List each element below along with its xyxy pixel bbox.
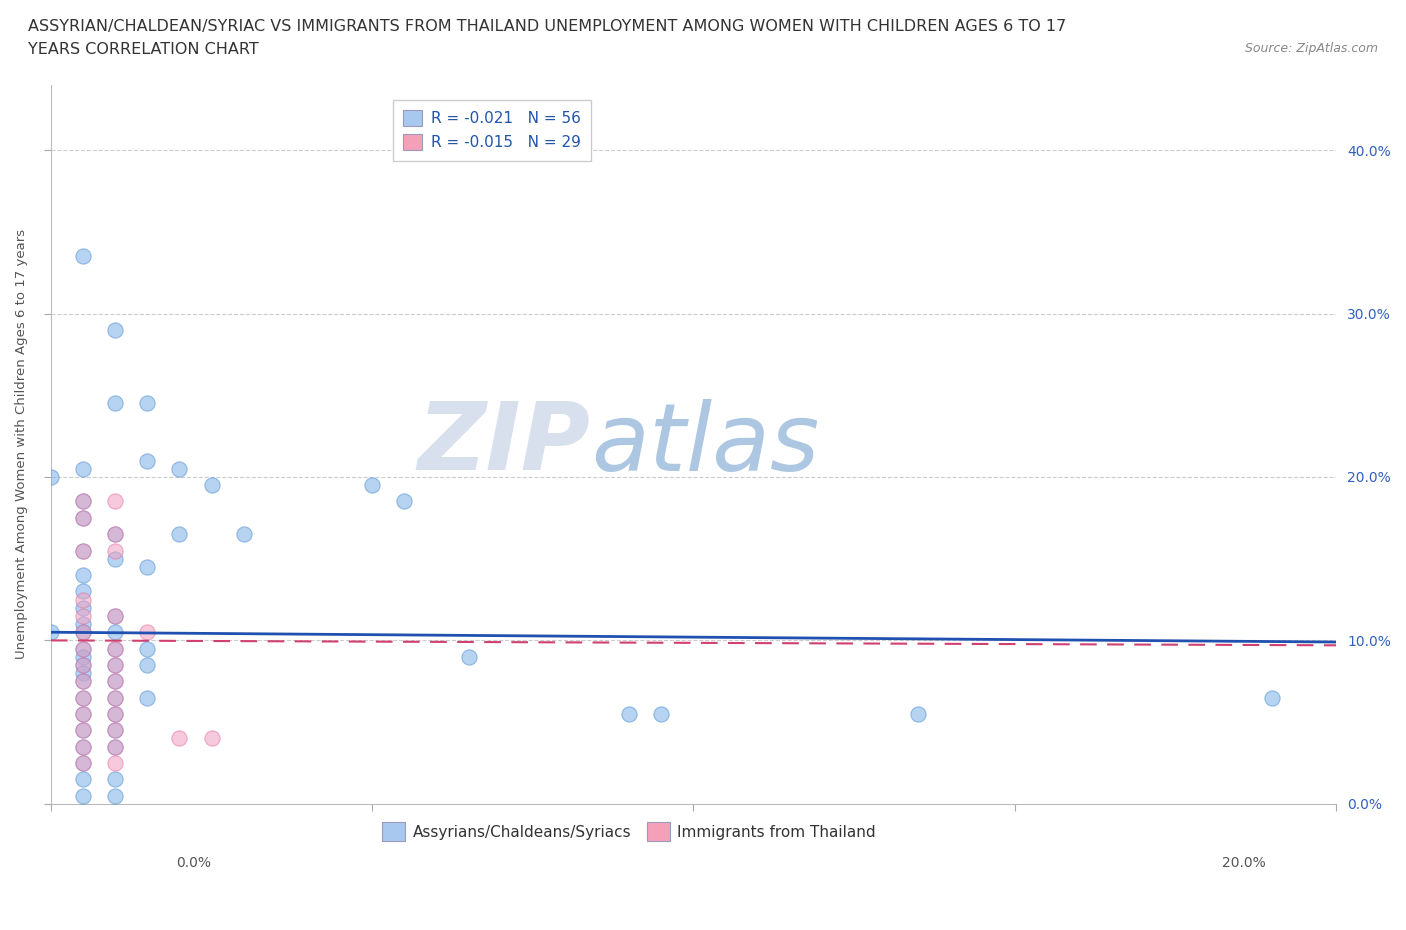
- Point: [72, 461, 94, 476]
- Point: [136, 625, 159, 640]
- Text: 20.0%: 20.0%: [1222, 856, 1265, 870]
- Point: [361, 478, 384, 493]
- Point: [72, 723, 94, 737]
- Point: [907, 707, 929, 722]
- Point: [72, 707, 94, 722]
- Point: [104, 739, 127, 754]
- Point: [72, 674, 94, 689]
- Point: [72, 739, 94, 754]
- Point: [136, 560, 159, 575]
- Point: [72, 707, 94, 722]
- Point: [104, 707, 127, 722]
- Point: [136, 396, 159, 411]
- Point: [72, 494, 94, 509]
- Point: [72, 625, 94, 640]
- Point: [104, 396, 127, 411]
- Point: [104, 739, 127, 754]
- Point: [169, 461, 191, 476]
- Point: [104, 323, 127, 338]
- Point: [72, 567, 94, 582]
- Point: [72, 543, 94, 558]
- Point: [72, 617, 94, 631]
- Point: [169, 526, 191, 541]
- Point: [136, 690, 159, 705]
- Point: [104, 641, 127, 656]
- Point: [457, 649, 479, 664]
- Point: [39, 625, 62, 640]
- Point: [169, 731, 191, 746]
- Point: [72, 592, 94, 607]
- Point: [104, 526, 127, 541]
- Point: [72, 625, 94, 640]
- Point: [104, 658, 127, 672]
- Point: [72, 649, 94, 664]
- Point: [72, 511, 94, 525]
- Point: [72, 755, 94, 770]
- Point: [72, 690, 94, 705]
- Point: [72, 674, 94, 689]
- Point: [72, 658, 94, 672]
- Point: [136, 641, 159, 656]
- Y-axis label: Unemployment Among Women with Children Ages 6 to 17 years: Unemployment Among Women with Children A…: [15, 229, 28, 659]
- Point: [104, 723, 127, 737]
- Point: [104, 526, 127, 541]
- Point: [72, 543, 94, 558]
- Point: [104, 755, 127, 770]
- Point: [72, 739, 94, 754]
- Point: [72, 641, 94, 656]
- Point: [72, 584, 94, 599]
- Point: [104, 641, 127, 656]
- Point: [72, 690, 94, 705]
- Point: [72, 494, 94, 509]
- Point: [72, 666, 94, 681]
- Point: [104, 723, 127, 737]
- Point: [104, 690, 127, 705]
- Point: [72, 658, 94, 672]
- Point: [104, 707, 127, 722]
- Legend: Assyrians/Chaldeans/Syriacs, Immigrants from Thailand: Assyrians/Chaldeans/Syriacs, Immigrants …: [373, 813, 886, 850]
- Point: [1261, 690, 1284, 705]
- Point: [72, 511, 94, 525]
- Point: [200, 478, 222, 493]
- Point: [104, 789, 127, 804]
- Text: YEARS CORRELATION CHART: YEARS CORRELATION CHART: [28, 42, 259, 57]
- Point: [104, 551, 127, 566]
- Point: [104, 772, 127, 787]
- Text: ZIP: ZIP: [418, 398, 591, 490]
- Text: ASSYRIAN/CHALDEAN/SYRIAC VS IMMIGRANTS FROM THAILAND UNEMPLOYMENT AMONG WOMEN WI: ASSYRIAN/CHALDEAN/SYRIAC VS IMMIGRANTS F…: [28, 19, 1066, 33]
- Text: atlas: atlas: [591, 399, 818, 490]
- Point: [104, 494, 127, 509]
- Point: [394, 494, 416, 509]
- Point: [72, 641, 94, 656]
- Text: 0.0%: 0.0%: [176, 856, 211, 870]
- Point: [104, 608, 127, 623]
- Point: [619, 707, 641, 722]
- Point: [200, 731, 222, 746]
- Point: [72, 772, 94, 787]
- Point: [104, 543, 127, 558]
- Point: [104, 690, 127, 705]
- Point: [72, 600, 94, 615]
- Point: [650, 707, 672, 722]
- Point: [104, 658, 127, 672]
- Point: [72, 755, 94, 770]
- Point: [104, 608, 127, 623]
- Point: [39, 470, 62, 485]
- Point: [72, 789, 94, 804]
- Point: [72, 723, 94, 737]
- Point: [232, 526, 254, 541]
- Point: [104, 674, 127, 689]
- Point: [104, 674, 127, 689]
- Point: [136, 453, 159, 468]
- Point: [104, 625, 127, 640]
- Point: [72, 608, 94, 623]
- Point: [136, 658, 159, 672]
- Point: [72, 249, 94, 264]
- Text: Source: ZipAtlas.com: Source: ZipAtlas.com: [1244, 42, 1378, 55]
